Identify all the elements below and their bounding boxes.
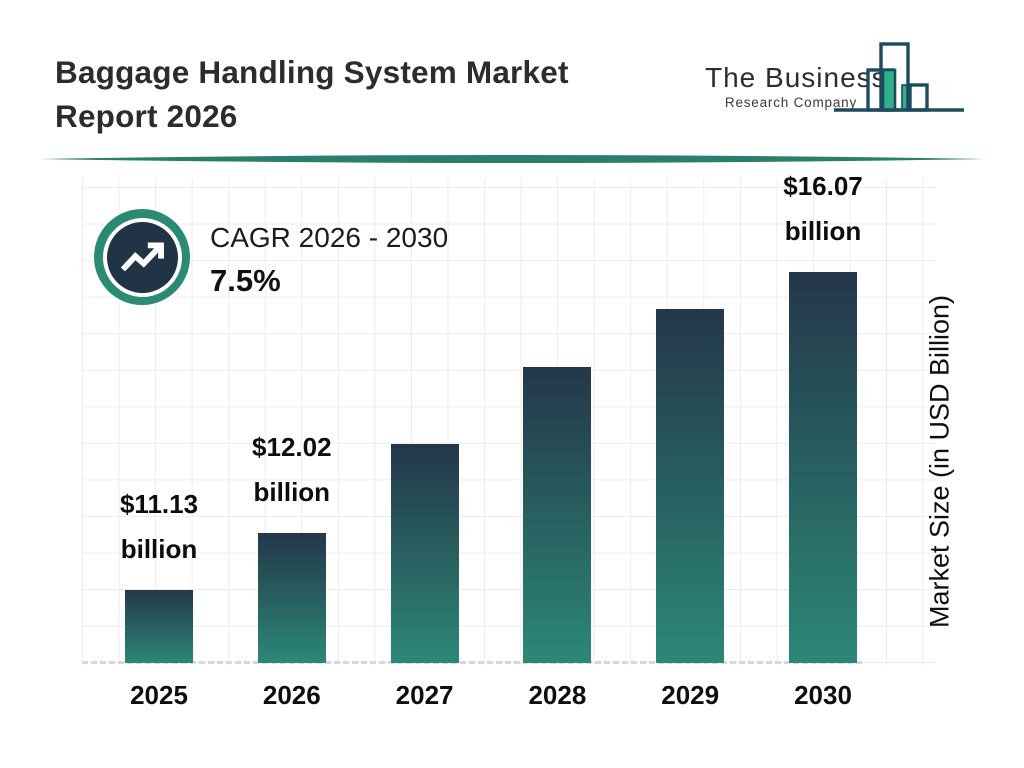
- cagr-badge: [94, 209, 190, 305]
- company-logo: The Business Research Company: [705, 62, 887, 110]
- x-tick-label-2025: 2025: [130, 680, 188, 710]
- bar-2025: [125, 590, 193, 663]
- x-tick-label-2029: 2029: [661, 680, 720, 710]
- x-tick-label-2027: 2027: [395, 680, 454, 710]
- y-axis-title: Market Size (in USD Billion): [924, 294, 955, 629]
- value-label-2026: $12.02 billion: [252, 432, 332, 507]
- bar-2027: [390, 444, 459, 663]
- value-label-2030: $16.07 billion: [783, 171, 863, 246]
- logo-bars-icon: [834, 42, 964, 112]
- bar-2030: [789, 272, 857, 663]
- x-tick-label-2030: 2030: [794, 680, 852, 710]
- logo-name: The Business: [705, 62, 887, 93]
- cagr-text-block: CAGR 2026 - 2030 7.5%: [210, 222, 448, 299]
- cagr-badge-ring: [102, 217, 182, 297]
- cagr-badge-core: [106, 221, 178, 293]
- x-tick-label-2026: 2026: [262, 680, 321, 710]
- trending-up-icon: [120, 242, 164, 272]
- x-axis-baseline: [82, 661, 862, 664]
- cagr-label: CAGR 2026 - 2030: [210, 222, 449, 253]
- bar-2028: [523, 367, 592, 663]
- cagr-value: 7.5%: [210, 263, 281, 298]
- header-divider: [40, 155, 986, 163]
- logo-subname: Research Company: [724, 95, 857, 110]
- value-label-2025: $11.13 billion: [119, 489, 199, 564]
- bar-2029: [656, 309, 725, 663]
- bar-2026: [257, 533, 326, 663]
- x-tick-label-2028: 2028: [528, 680, 587, 710]
- page-title: Baggage Handling System Market Report 20…: [55, 54, 569, 134]
